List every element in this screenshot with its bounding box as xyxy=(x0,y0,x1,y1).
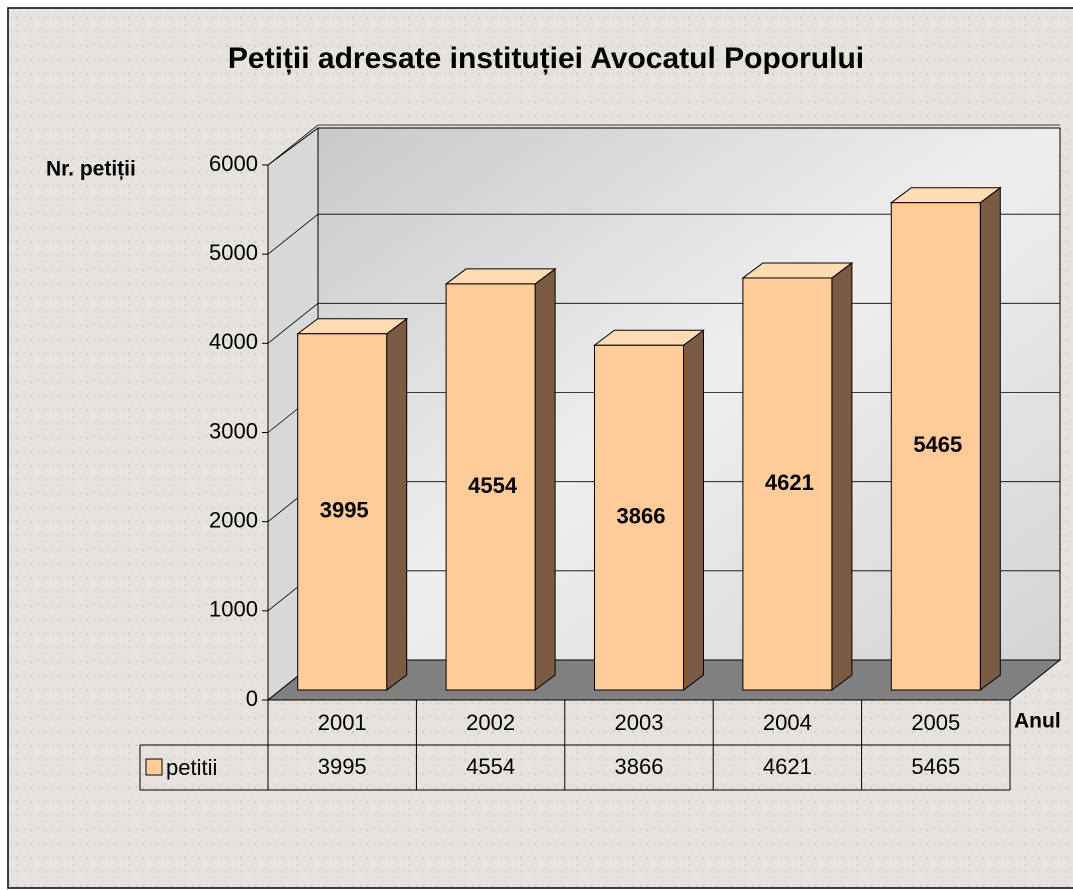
bar xyxy=(890,202,981,691)
bar-side xyxy=(831,261,853,691)
chart-title: Petiții adresate instituției Avocatul Po… xyxy=(228,42,864,75)
y-tick-label: 4000 xyxy=(209,329,258,354)
y-tick-label: 6000 xyxy=(209,151,258,176)
bar xyxy=(445,283,536,691)
grid-line xyxy=(267,303,319,344)
bar-side xyxy=(979,186,1001,691)
y-tick-label: 1000 xyxy=(209,597,258,622)
y-tick-label: 2000 xyxy=(209,507,258,532)
bar xyxy=(742,277,833,691)
y-tick-label: 3000 xyxy=(209,418,258,443)
x-tick-label: 2005 xyxy=(911,710,960,735)
legend-label: petitii xyxy=(166,755,217,780)
bar-top xyxy=(593,329,705,346)
x-tick-label: 2002 xyxy=(466,710,515,735)
x-axis-title: Anul xyxy=(1014,710,1061,733)
y-axis-title: Nr. petiții xyxy=(46,158,136,181)
data-label: 5465 xyxy=(913,432,962,457)
bar-side xyxy=(534,267,556,691)
data-label: 3866 xyxy=(617,503,666,528)
legend-swatch xyxy=(145,758,163,776)
table-cell: 3995 xyxy=(318,754,367,779)
y-tick-label: 0 xyxy=(246,686,258,711)
table-cell: 4621 xyxy=(763,754,812,779)
table-cell: 3866 xyxy=(615,754,664,779)
grid-line xyxy=(267,124,319,166)
data-label: 3995 xyxy=(320,498,369,523)
bar-top xyxy=(444,268,557,285)
x-tick-label: 2001 xyxy=(318,710,367,735)
bar-top xyxy=(741,262,854,279)
bar-top xyxy=(296,318,409,335)
bar xyxy=(594,344,684,691)
bar-side xyxy=(386,317,408,691)
bar-top xyxy=(889,187,1002,204)
x-tick-label: 2004 xyxy=(763,710,812,735)
bar xyxy=(297,333,388,691)
y-tick-label: 5000 xyxy=(209,240,258,265)
table-cell: 5465 xyxy=(911,754,960,779)
data-label: 4621 xyxy=(765,470,814,495)
data-label: 4554 xyxy=(468,473,518,498)
grid-line xyxy=(267,213,319,255)
bar-side xyxy=(683,329,704,691)
table-cell: 4554 xyxy=(466,754,515,779)
x-tick-label: 2003 xyxy=(615,710,664,735)
